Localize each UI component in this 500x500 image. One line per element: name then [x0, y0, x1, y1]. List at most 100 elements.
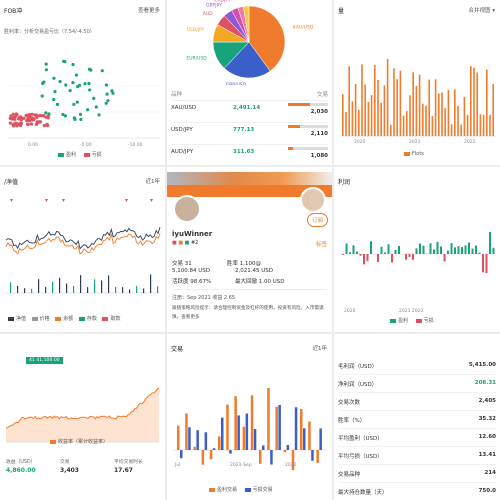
legend-label: 余额 — [63, 316, 74, 322]
scatter-point — [53, 90, 57, 94]
volume-bar — [367, 101, 370, 136]
volume-bar — [415, 86, 418, 136]
volume-bar — [354, 83, 357, 136]
scatter-point — [40, 114, 44, 118]
legend-label: 亏损交易 — [252, 487, 273, 493]
pie-label: XAGUSD — [219, 0, 239, 1]
trade-bar — [294, 407, 298, 450]
profit-bar — [471, 248, 474, 254]
volume-bar — [396, 79, 398, 136]
volume-bar — [479, 114, 482, 136]
volume-bar — [466, 114, 469, 136]
stat-value: 3,403 — [60, 467, 79, 474]
stat-label: 净利润（USD） — [338, 382, 378, 388]
scatter-point — [11, 112, 15, 116]
volume-bar — [383, 85, 386, 136]
trade-bar — [177, 425, 180, 450]
table-header: 品种 交易 — [171, 86, 328, 102]
stat-value: 4,860.00 — [6, 467, 36, 474]
profit-bar — [366, 254, 369, 262]
table-row[interactable]: AUD/JPY 311.63 1,080 — [171, 144, 328, 161]
profit-bar — [345, 243, 348, 254]
period-select[interactable]: 近1年 — [312, 346, 328, 352]
scatter-point — [14, 112, 19, 116]
table-row[interactable]: XAU/USD 2,491.14 2,030 — [171, 100, 328, 117]
balance-bar — [143, 288, 145, 293]
trade-bar — [201, 450, 205, 465]
tag-label[interactable]: 标签 — [315, 242, 327, 248]
rank-badge: ■ ■ ■ #2 — [172, 240, 199, 246]
scatter-point — [71, 62, 75, 67]
avatar[interactable] — [300, 187, 326, 213]
legend-swatch — [50, 439, 56, 444]
balance-bar — [45, 286, 47, 293]
scatter-point — [58, 79, 62, 84]
trades: 1,080 — [310, 153, 328, 159]
scatter-point — [17, 122, 21, 126]
equity-line-chart — [5, 199, 161, 294]
volume-bar — [450, 124, 453, 136]
scatter-point — [79, 117, 83, 121]
legend-label: 盈利 — [66, 152, 77, 158]
volume-bar — [348, 66, 350, 136]
symbol: XAU/USD — [171, 105, 197, 111]
legend-label: 取款 — [110, 316, 121, 322]
profit-bar — [405, 254, 407, 260]
profit-bar — [356, 251, 358, 254]
x-tick: 2021-Sep — [230, 462, 252, 468]
scatter-point — [89, 68, 93, 72]
pie-label: GBPJPY — [206, 2, 222, 8]
profit-bar — [408, 254, 411, 258]
profile-panel: 订阅 iyuWinner ■ ■ ■ #2 标签 交易 31 胜率 1,100@… — [167, 167, 332, 332]
stat-value: 35.32 — [478, 416, 496, 422]
stat-row: 净利润（USD） 208.31 — [338, 376, 496, 393]
volume-bar — [412, 72, 414, 136]
profit-bar — [433, 249, 435, 254]
scatter-point — [8, 121, 12, 125]
balance-bar — [73, 286, 75, 293]
balance-bar — [24, 288, 26, 293]
trade-bar — [242, 426, 246, 450]
scatter-point — [47, 112, 51, 116]
profit-bar — [359, 254, 362, 256]
equity-panel: /净值 近1年 净值 价格 余额 存款 取款 — [0, 167, 165, 332]
symbols-panel: XAU/USD GBP/USD EUR/USD USD/JPY AUD GBPJPYCAD… — [167, 0, 332, 165]
trade-bar — [250, 395, 254, 450]
profit-bar — [429, 243, 432, 254]
trade-bar — [291, 450, 295, 471]
volume-bar — [447, 89, 450, 136]
scatter-point — [72, 102, 76, 106]
balance-bar — [10, 282, 12, 293]
merged-view-dropdown[interactable]: 合并视图 ▾ — [468, 8, 495, 14]
volume-bar — [489, 114, 491, 136]
stat-value: 214 — [484, 470, 496, 476]
trade-bar — [180, 450, 183, 459]
avatar[interactable] — [173, 195, 201, 223]
panel-title: 量 — [338, 8, 345, 15]
scatter-point — [110, 89, 114, 93]
trade-bar — [221, 417, 224, 450]
scatter-point — [36, 120, 40, 124]
scatter-point — [41, 81, 45, 85]
legend-label: 盈利交易 — [217, 487, 238, 493]
volume-bar — [345, 112, 347, 136]
pie-label: AUD — [203, 11, 213, 17]
trade-bar — [226, 404, 229, 450]
profit-bar — [489, 231, 491, 254]
trade-bar — [259, 450, 262, 464]
legend-swatch — [8, 316, 14, 321]
x-tick: 2020 — [344, 308, 356, 314]
balance-bar — [108, 275, 110, 293]
profit-bar — [398, 245, 400, 254]
stat-item: 平均交易时长 17.67 — [114, 458, 143, 474]
stat-row: 平均亏损（USD） 13.41 — [338, 448, 496, 465]
view-more-link[interactable]: 查看更多 — [137, 8, 160, 14]
table-row[interactable]: USD/JPY 777.13 2,110 — [171, 122, 328, 139]
follow-button[interactable]: 订阅 — [307, 213, 329, 227]
period-select[interactable]: 近1年 — [145, 179, 161, 185]
legend-swatch — [390, 318, 396, 323]
trade-bar — [286, 444, 290, 450]
x-tick: -10.00 — [128, 142, 143, 148]
stat-label: 胜率（%） — [338, 418, 366, 424]
balance-bar — [80, 275, 82, 293]
